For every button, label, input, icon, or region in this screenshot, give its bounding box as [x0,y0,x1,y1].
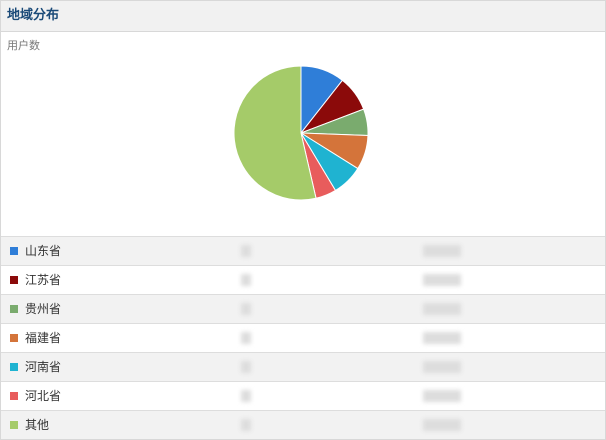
blurred-cell [423,274,461,286]
legend-label: 山东省 [25,244,62,258]
legend-row: 贵州省 [1,294,605,323]
blurred-cell [241,332,251,344]
legend-table: 山东省江苏省贵州省福建省河南省河北省其他 [1,236,605,439]
legend-label: 其他 [25,418,50,432]
legend-row: 河北省 [1,381,605,410]
blurred-cell [423,245,461,257]
legend-swatch [10,363,18,371]
pie-chart [233,65,369,201]
legend-row: 河南省 [1,352,605,381]
blurred-cell [423,303,461,315]
legend-label: 河南省 [25,360,62,374]
blurred-cell [241,274,251,286]
legend-label: 贵州省 [25,302,62,316]
legend-swatch [10,305,18,313]
legend-row: 其他 [1,410,605,439]
blurred-cell [423,419,461,431]
legend-row: 福建省 [1,323,605,352]
widget-title: 地域分布 [1,1,605,32]
blurred-cell [423,390,461,402]
legend-swatch [10,421,18,429]
subtitle: 用户数 [7,39,40,52]
legend-row: 山东省 [1,236,605,265]
blurred-cell [241,245,251,257]
legend-swatch [10,392,18,400]
blurred-cell [423,361,461,373]
legend-label: 河北省 [25,389,62,403]
legend-swatch [10,334,18,342]
blurred-cell [241,390,251,402]
blurred-cell [241,361,251,373]
pie-slice [233,65,317,201]
legend-swatch [10,247,18,255]
legend-row: 江苏省 [1,265,605,294]
blurred-cell [241,303,251,315]
blurred-cell [241,419,251,431]
legend-label: 福建省 [25,331,62,345]
legend-swatch [10,276,18,284]
legend-label: 江苏省 [25,273,62,287]
blurred-cell [423,332,461,344]
